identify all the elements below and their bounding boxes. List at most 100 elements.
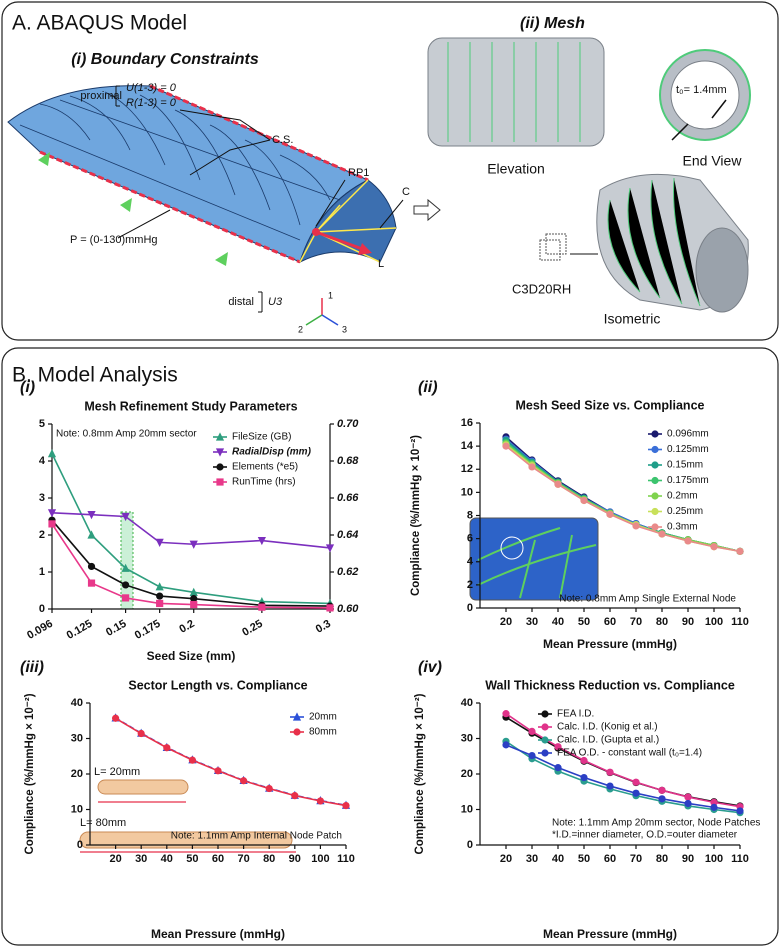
panel-title: A. ABAQUS Model	[12, 12, 187, 35]
subtitle: (i) Boundary Constraints	[71, 51, 259, 68]
legend-label: Calc. I.D. (Konig et al.)	[557, 722, 658, 733]
marker	[215, 432, 225, 441]
marker	[137, 729, 145, 738]
marker	[87, 562, 96, 571]
marker	[710, 803, 718, 811]
x-tick-label: 90	[682, 853, 694, 865]
marker	[658, 530, 666, 538]
x-tick-label: 90	[289, 853, 301, 865]
y2-tick-label: 0.64	[337, 529, 358, 541]
x-tick-label: 0.125	[65, 618, 95, 642]
marker	[541, 723, 549, 731]
marker	[651, 430, 659, 438]
y-tick-label: 20	[71, 768, 83, 780]
marker	[658, 795, 666, 803]
label: 3	[342, 324, 347, 334]
panel-label: (iv)	[418, 659, 442, 676]
arrow	[315, 230, 366, 252]
x-tick-label: 80	[656, 853, 668, 865]
marker	[502, 710, 510, 718]
x-tick-label: 20	[500, 853, 512, 865]
chart-title: Mesh Refinement Study Parameters	[84, 399, 297, 413]
marker	[189, 587, 198, 596]
marker	[541, 736, 549, 744]
note: Note: 1.1mm Amp 20mm sector, Node Patche…	[552, 818, 760, 829]
vessel-end	[299, 179, 397, 263]
label: RP1	[348, 167, 369, 179]
x-tick-label: 100	[705, 616, 723, 628]
marker	[651, 476, 659, 485]
note: Note: 1.1mm Amp Internal Node Patch	[171, 831, 342, 842]
arrowhead	[358, 243, 372, 255]
subtitle: (ii) Mesh	[520, 15, 585, 32]
pressure-arrows	[38, 152, 228, 266]
marker	[121, 581, 130, 589]
arrow	[711, 99, 727, 119]
legend-label: 20mm	[309, 712, 337, 723]
panel-frame	[1, 347, 779, 946]
y-tick-label: 14	[461, 440, 474, 452]
label: U(1-3) = 0	[126, 82, 177, 94]
marker	[121, 563, 130, 572]
y-tick-label: 8	[467, 509, 473, 521]
x-tick-label: 90	[682, 616, 694, 628]
chart: (ii) Mesh Seed Size vs. Compliance 0 2 4 6 8 10…	[410, 379, 749, 651]
chart-title: Sector Length vs. Compliance	[128, 678, 307, 692]
marker	[216, 463, 224, 471]
legend-label: 0.3mm	[667, 522, 698, 533]
coupling	[299, 179, 397, 263]
x-tick-label: 50	[578, 853, 590, 865]
x-tick-label: 100	[705, 853, 723, 865]
x-axis-title: Mean Pressure (mmHg)	[543, 927, 677, 941]
element-icon	[539, 239, 561, 261]
mesh-elevation	[427, 37, 605, 147]
label: L	[378, 258, 384, 270]
x-tick-label: 40	[161, 853, 173, 865]
marker	[189, 540, 198, 549]
x-tick-label: 0.15	[104, 618, 129, 639]
y2-tick-label: 0.68	[337, 455, 359, 467]
marker	[316, 797, 324, 805]
panel-label: (iii)	[20, 659, 44, 676]
y-tick-label: 10	[71, 803, 83, 815]
arrow	[671, 123, 689, 141]
y-tick-label: 5	[39, 418, 45, 430]
x-tick-label: 50	[578, 616, 590, 628]
x-tick-label: 70	[237, 853, 249, 865]
marker	[47, 449, 57, 458]
x-tick-label: 100	[311, 853, 329, 865]
sector-image	[97, 779, 189, 795]
inset-node	[500, 536, 524, 560]
x-tick-label: 60	[604, 616, 616, 628]
y-tick-label: 4	[39, 455, 46, 467]
legend-label: FEA I.D.	[557, 709, 594, 720]
marker	[710, 543, 718, 551]
series-line	[115, 717, 347, 807]
y2-tick-label: 0.62	[337, 566, 358, 578]
legend-label: 0.175mm	[667, 475, 709, 486]
x-tick-label: 80	[656, 616, 668, 628]
x-tick-label: 110	[731, 616, 749, 628]
marker	[528, 727, 536, 736]
marker	[47, 509, 57, 518]
y-tick-label: 30	[71, 732, 83, 744]
marker	[651, 445, 659, 454]
series-line	[51, 519, 331, 607]
x-tick-label: 20	[500, 616, 512, 628]
label: Elevation	[487, 161, 545, 177]
inset-lines	[477, 527, 597, 599]
marker	[257, 536, 266, 546]
x-tick-label: 0.096	[25, 618, 55, 642]
element-icon	[545, 233, 567, 255]
marker	[292, 712, 302, 721]
legend-label: 0.25mm	[667, 506, 703, 517]
note: Note: 0.8mm Amp 20mm sector	[56, 429, 197, 440]
label: Isometric	[604, 311, 661, 327]
axes-triad	[305, 298, 339, 326]
chart: (i) Mesh Refinement Study Parameters 0 1 2 3 4…	[20, 379, 359, 663]
x-tick-label: 30	[135, 853, 147, 865]
label: 1	[328, 290, 333, 300]
label: 2	[298, 324, 303, 334]
legend-label: 0.15mm	[667, 460, 703, 471]
note: Note: 0.8mm Amp Single External Node	[559, 594, 736, 605]
